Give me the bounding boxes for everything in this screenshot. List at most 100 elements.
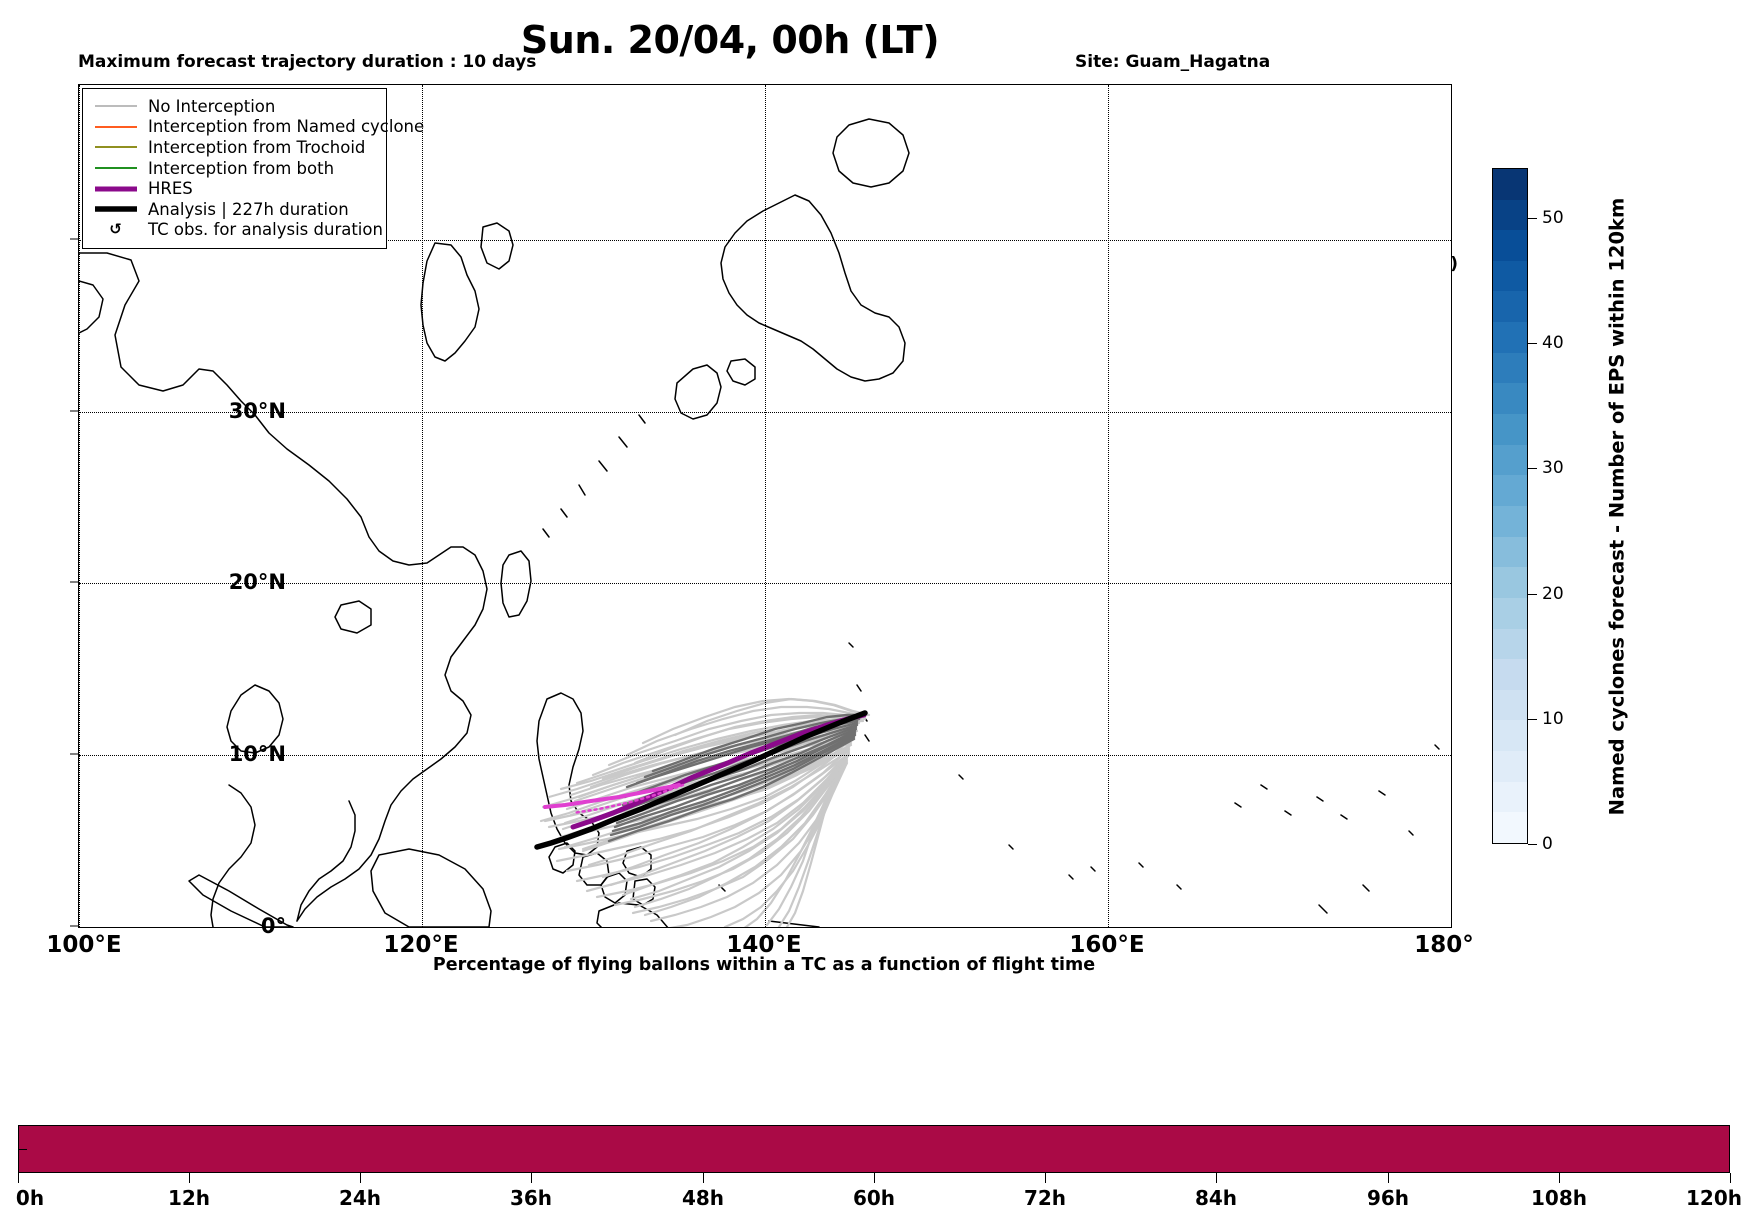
ytick-label-10: 10°N	[228, 742, 286, 766]
colorbar-segment	[1493, 812, 1527, 843]
colorbar-segment	[1493, 628, 1527, 660]
pct-tick-96	[1388, 1173, 1389, 1183]
legend-label-no-interception: No Interception	[148, 96, 276, 116]
colorbar-tick-50	[1528, 218, 1537, 219]
legend-line-swatch	[92, 185, 139, 193]
colorbar-segment	[1493, 689, 1527, 721]
legend-item-no-interception: No Interception	[92, 96, 377, 117]
percentage-bar-fill	[19, 1126, 1729, 1172]
pct-tick-12	[189, 1173, 190, 1183]
colorbar-segment	[1493, 322, 1527, 353]
legend-item-trochoid: Interception from Trochoid	[92, 137, 377, 158]
gridline-lon-160	[1108, 85, 1109, 927]
colorbar-label-0: 0	[1542, 834, 1553, 854]
pct-label-12: 12h	[167, 1186, 211, 1210]
pct-label-24: 24h	[338, 1186, 382, 1210]
legend-label-hres: HRES	[148, 179, 193, 199]
colorbar-segment	[1493, 475, 1527, 506]
colorbar-label-20: 20	[1542, 584, 1564, 604]
pct-label-108: 108h	[1531, 1186, 1587, 1210]
colorbar-label-30: 30	[1542, 458, 1564, 478]
colorbar-tick-40	[1528, 343, 1537, 344]
gridline-lat-30	[79, 411, 1451, 413]
percentage-bar-axes	[18, 1125, 1730, 1173]
legend-item-analysis: Analysis | 227h duration	[92, 199, 377, 220]
ytick-mark-20	[70, 581, 78, 583]
colorbar-segment	[1493, 291, 1527, 323]
ytick-mark-0	[70, 925, 78, 927]
pct-label-72: 72h	[1023, 1186, 1067, 1210]
pct-label-36: 36h	[509, 1186, 553, 1210]
pct-label-96: 96h	[1366, 1186, 1410, 1210]
xtick-label-100E: 100°E	[46, 932, 122, 958]
colorbar-tick-0	[1528, 844, 1537, 845]
ytick-mark-10	[70, 753, 78, 755]
xtick-label-120E: 120°E	[383, 932, 459, 958]
gridline-lat-20	[79, 583, 1451, 585]
colorbar: 0 10 20 30 40 50	[1492, 168, 1564, 854]
pct-label-60: 60h	[852, 1186, 896, 1210]
gridline-lon-120	[422, 85, 423, 927]
colorbar-segment	[1493, 781, 1527, 813]
percent-axis-left-tick	[18, 1149, 27, 1150]
colorbar-segment	[1493, 505, 1527, 537]
colorbar-label-10: 10	[1542, 709, 1564, 729]
map-legend: No Interception Interception from Named …	[82, 88, 424, 250]
legend-item-both: Interception from both	[92, 158, 377, 179]
legend-label-both: Interception from both	[148, 158, 335, 178]
legend-label-analysis: Analysis | 227h duration	[148, 199, 349, 219]
xtick-label-180: 180°	[1414, 932, 1474, 958]
colorbar-title: Named cyclones forecast - Number of EPS …	[1605, 197, 1629, 815]
legend-label-tc-obs: TC obs. for analysis duration	[148, 220, 383, 240]
pct-tick-72	[1045, 1173, 1046, 1183]
analysis-trajectory	[534, 710, 868, 850]
colorbar-segment	[1493, 230, 1527, 261]
colorbar-segment	[1493, 383, 1527, 415]
legend-item-hres: HRES	[92, 178, 377, 199]
legend-line-swatch	[92, 205, 139, 213]
colorbar-segment	[1493, 567, 1527, 598]
ytick-label-20: 20°N	[228, 570, 286, 594]
colorbar-gradient	[1492, 168, 1528, 844]
ytick-label-30: 30°N	[228, 399, 286, 423]
pct-label-0: 0h	[15, 1186, 45, 1210]
colorbar-segment	[1493, 444, 1527, 476]
colorbar-segment	[1493, 536, 1527, 568]
legend-line-swatch	[92, 143, 139, 151]
gridline-lon-100	[79, 85, 80, 927]
pct-tick-0	[18, 1173, 19, 1183]
pct-tick-36	[531, 1173, 532, 1183]
header-site: Site: Guam_Hagatna	[1075, 51, 1271, 72]
hres-dotted-trajectory	[571, 783, 685, 815]
ytick-label-0: 0°	[260, 914, 286, 938]
legend-item-tc-obs: ↺ TC obs. for analysis duration	[92, 220, 383, 241]
colorbar-segment	[1493, 199, 1527, 231]
gridline-lat-40	[79, 239, 1451, 241]
pct-tick-84	[1216, 1173, 1217, 1183]
pct-tick-24	[360, 1173, 361, 1183]
legend-line-swatch	[92, 164, 139, 172]
colorbar-segment	[1493, 597, 1527, 629]
colorbar-segment	[1493, 659, 1527, 690]
xtick-label-160E: 160°E	[1069, 932, 1145, 958]
gridline-lon-140	[765, 85, 766, 927]
hres-secondary-trajectory	[543, 783, 681, 809]
colorbar-label-40: 40	[1542, 333, 1564, 353]
coastline-map	[79, 118, 1440, 927]
legend-line-swatch	[92, 123, 139, 131]
pct-label-84: 84h	[1194, 1186, 1238, 1210]
colorbar-segment	[1493, 352, 1527, 384]
colorbar-segment	[1493, 414, 1527, 445]
colorbar-label-50: 50	[1542, 208, 1564, 228]
gridline-lat-10	[79, 755, 1451, 757]
colorbar-segment	[1493, 720, 1527, 752]
xtick-label-140E: 140°E	[726, 932, 802, 958]
colorbar-tick-20	[1528, 594, 1537, 595]
cyclone-marker-icon: ↺	[109, 220, 122, 239]
colorbar-tick-10	[1528, 719, 1537, 720]
colorbar-segment	[1493, 260, 1527, 292]
pct-tick-120	[1730, 1173, 1731, 1183]
pct-label-48: 48h	[681, 1186, 725, 1210]
pct-tick-60	[874, 1173, 875, 1183]
header-left-line-1: Maximum forecast trajectory duration : 1…	[78, 51, 537, 72]
